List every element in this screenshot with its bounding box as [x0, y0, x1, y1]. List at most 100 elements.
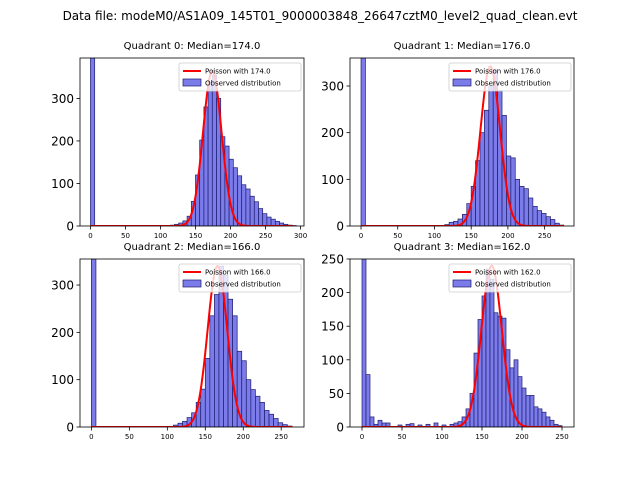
legend-observed-swatch: [452, 279, 472, 288]
y-tick-label: 0: [336, 421, 344, 435]
y-tick-label: 100: [51, 177, 74, 191]
histogram-bar: [369, 416, 375, 427]
x-tick-label: 0: [359, 232, 363, 240]
axes-frame: [79, 258, 305, 428]
histogram-bar: [533, 406, 539, 427]
histogram-bar: [479, 132, 485, 226]
histogram-bar: [529, 395, 535, 427]
y-tick-label: 100: [321, 173, 344, 187]
x-tick-label: 150: [464, 232, 477, 240]
subplot-quadrant-2: Quadrant 2: Median=166.0 0 50 100 150 200 250 0…: [51, 242, 305, 441]
y-tick-label: 0: [66, 421, 74, 435]
legend-box: [178, 62, 302, 92]
x-tick-label: 300: [294, 232, 307, 240]
subplot-title: Quadrant 1: Median=176.0: [394, 41, 531, 52]
legend-observed-swatch: [182, 78, 202, 87]
x-tick-label: 250: [275, 433, 288, 441]
legend-poisson-label: Poisson with 162.0: [475, 269, 541, 277]
y-tick-label: 200: [51, 134, 74, 148]
legend-poisson-label: Poisson with 174.0: [205, 68, 271, 76]
x-tick-label: 50: [398, 433, 407, 441]
y-tick-label: 0: [336, 220, 344, 234]
legend: Poisson with 166.0 Observed distribution: [178, 263, 302, 293]
legend-observed-label: Observed distribution: [205, 80, 281, 88]
y-tick-label: 300: [51, 92, 74, 106]
histogram-bar: [241, 360, 247, 427]
histogram-bar: [228, 158, 234, 226]
histogram-bar: [249, 195, 255, 226]
legend-poisson-label: Poisson with 176.0: [475, 68, 541, 76]
y-tick-label: 200: [321, 126, 344, 140]
x-tick-label: 250: [538, 232, 551, 240]
histogram-bar: [484, 109, 490, 226]
x-tick-label: 150: [189, 232, 202, 240]
histogram-bar: [528, 197, 534, 226]
legend-observed-label: Observed distribution: [475, 80, 551, 88]
x-tick-label: 100: [154, 232, 167, 240]
x-tick-label: 100: [161, 433, 174, 441]
x-tick-label: 50: [121, 232, 130, 240]
histogram-bar: [214, 294, 220, 427]
x-tick-label: 250: [259, 232, 272, 240]
histogram-bar: [91, 259, 97, 427]
histogram-bar: [232, 315, 238, 427]
histogram-bar: [525, 395, 531, 427]
subplot-quadrant-3: Quadrant 3: Median=162.0 0 50 100 150 200 250 0…: [321, 242, 575, 441]
legend-observed-label: Observed distribution: [205, 281, 281, 289]
histogram-bar: [417, 424, 423, 427]
figure-suptitle: Data file: modeM0/AS1A09_145T01_90000038…: [63, 9, 578, 23]
histogram-bar: [541, 213, 547, 226]
histogram-bar: [485, 268, 491, 427]
x-tick-label: 100: [435, 433, 448, 441]
legend: Poisson with 162.0 Observed distribution: [448, 263, 572, 293]
legend-box: [448, 62, 572, 92]
histogram-bar: [514, 178, 521, 226]
legend-poisson-label: Poisson with 166.0: [205, 269, 271, 277]
histogram-bar: [262, 213, 268, 226]
histogram-bar: [523, 188, 529, 226]
legend-observed-label: Observed distribution: [475, 281, 551, 289]
x-tick-label: 50: [125, 433, 134, 441]
legend-box: [178, 263, 302, 293]
histogram-bar: [489, 278, 495, 427]
x-tick-label: 200: [224, 232, 237, 240]
histogram-bar: [266, 216, 272, 226]
histogram-bar: [397, 424, 403, 427]
histogram-bar: [211, 74, 217, 226]
y-tick-label: 250: [321, 253, 344, 267]
y-tick-label: 200: [51, 326, 74, 340]
y-tick-label: 50: [329, 387, 344, 401]
subplot-title: Quadrant 0: Median=174.0: [124, 41, 261, 52]
histogram-bar: [541, 411, 547, 427]
legend-observed-swatch: [182, 279, 202, 288]
histogram-bar: [207, 81, 213, 226]
legend: Poisson with 176.0 Observed distribution: [448, 62, 572, 92]
x-tick-label: 200: [501, 232, 514, 240]
subplot-quadrant-0: Quadrant 0: Median=174.0 0 50 100 150 200 250 3…: [51, 41, 307, 240]
x-tick-label: 250: [555, 433, 568, 441]
histogram-bar: [200, 388, 206, 427]
legend-observed-swatch: [452, 78, 472, 87]
histogram-bar: [270, 218, 276, 226]
axes-frame: [79, 57, 305, 227]
histogram-bar: [365, 374, 371, 427]
histogram-bar: [545, 416, 551, 427]
histogram-bar: [204, 358, 211, 427]
histogram-bar: [488, 85, 494, 226]
y-tick-label: 100: [321, 353, 344, 367]
histogram-bar: [532, 206, 538, 226]
subplot-title: Quadrant 3: Median=162.0: [394, 242, 531, 253]
histogram-bar: [255, 395, 261, 427]
y-tick-label: 0: [66, 220, 74, 234]
histogram-bar: [521, 387, 527, 427]
axes-frame: [349, 258, 575, 428]
histogram-bar: [258, 208, 264, 226]
subplot-title: Quadrant 2: Median=166.0: [124, 242, 261, 253]
x-tick-label: 100: [428, 232, 441, 240]
x-tick-label: 50: [393, 232, 402, 240]
histogram-bar: [259, 402, 265, 427]
histogram-bar: [493, 312, 499, 427]
x-tick-label: 200: [237, 433, 250, 441]
x-tick-label: 200: [515, 433, 528, 441]
